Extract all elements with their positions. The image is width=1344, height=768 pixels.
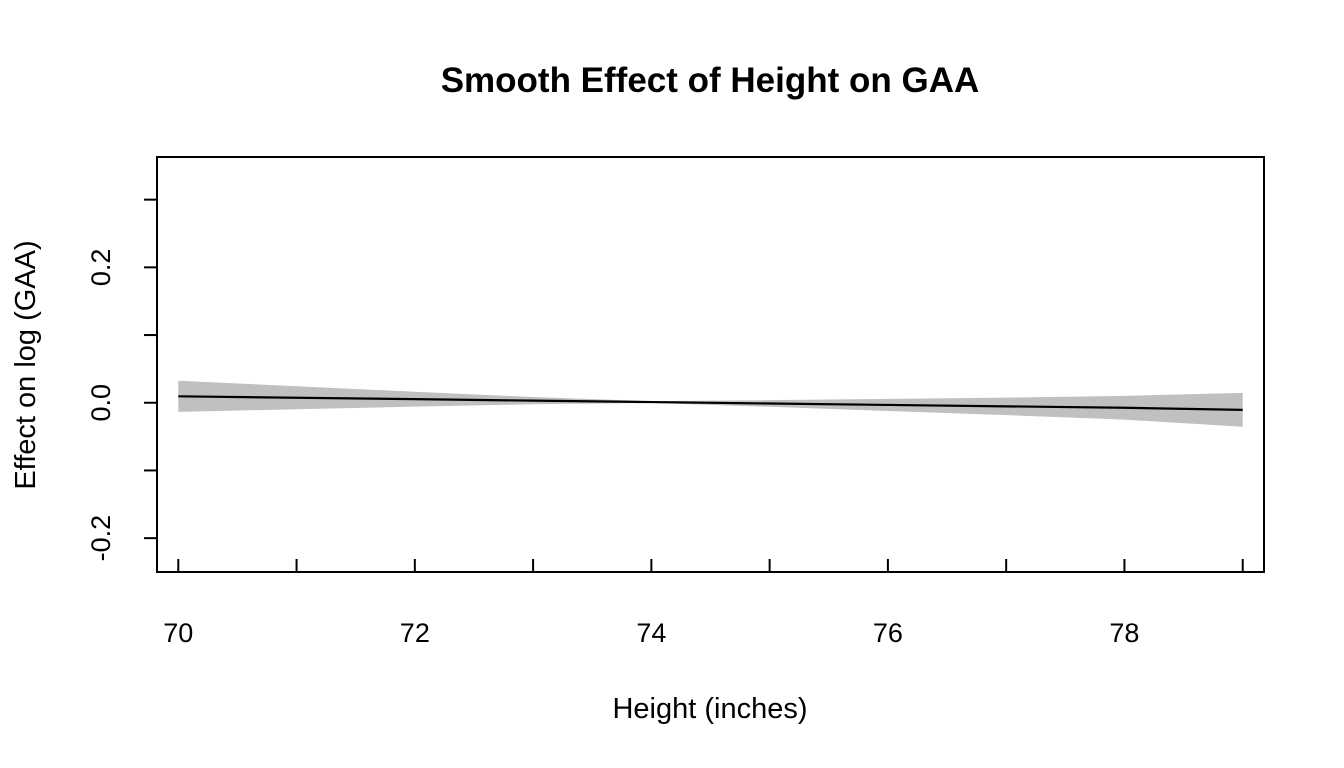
x-axis-label: Height (inches): [612, 693, 807, 725]
effect-line: [178, 395, 1243, 411]
y-tick-label: 0.2: [86, 249, 116, 287]
x-axis: 70 72 74 76 78: [163, 559, 1244, 648]
x-tick-label: 70: [163, 618, 193, 648]
chart-title: Smooth Effect of Height on GAA: [441, 61, 980, 100]
y-axis-label: Effect on log (GAA): [10, 240, 42, 489]
y-tick-label: 0.0: [86, 384, 116, 422]
x-tick-label: 76: [873, 618, 903, 648]
effect-line-layer: [178, 395, 1243, 411]
x-tick-label: 72: [400, 618, 430, 648]
y-axis: -0.2 0.0 0.2: [86, 198, 157, 562]
x-tick-label: 78: [1109, 618, 1139, 648]
x-tick-label: 74: [636, 618, 666, 648]
y-tick-label: -0.2: [86, 515, 116, 562]
